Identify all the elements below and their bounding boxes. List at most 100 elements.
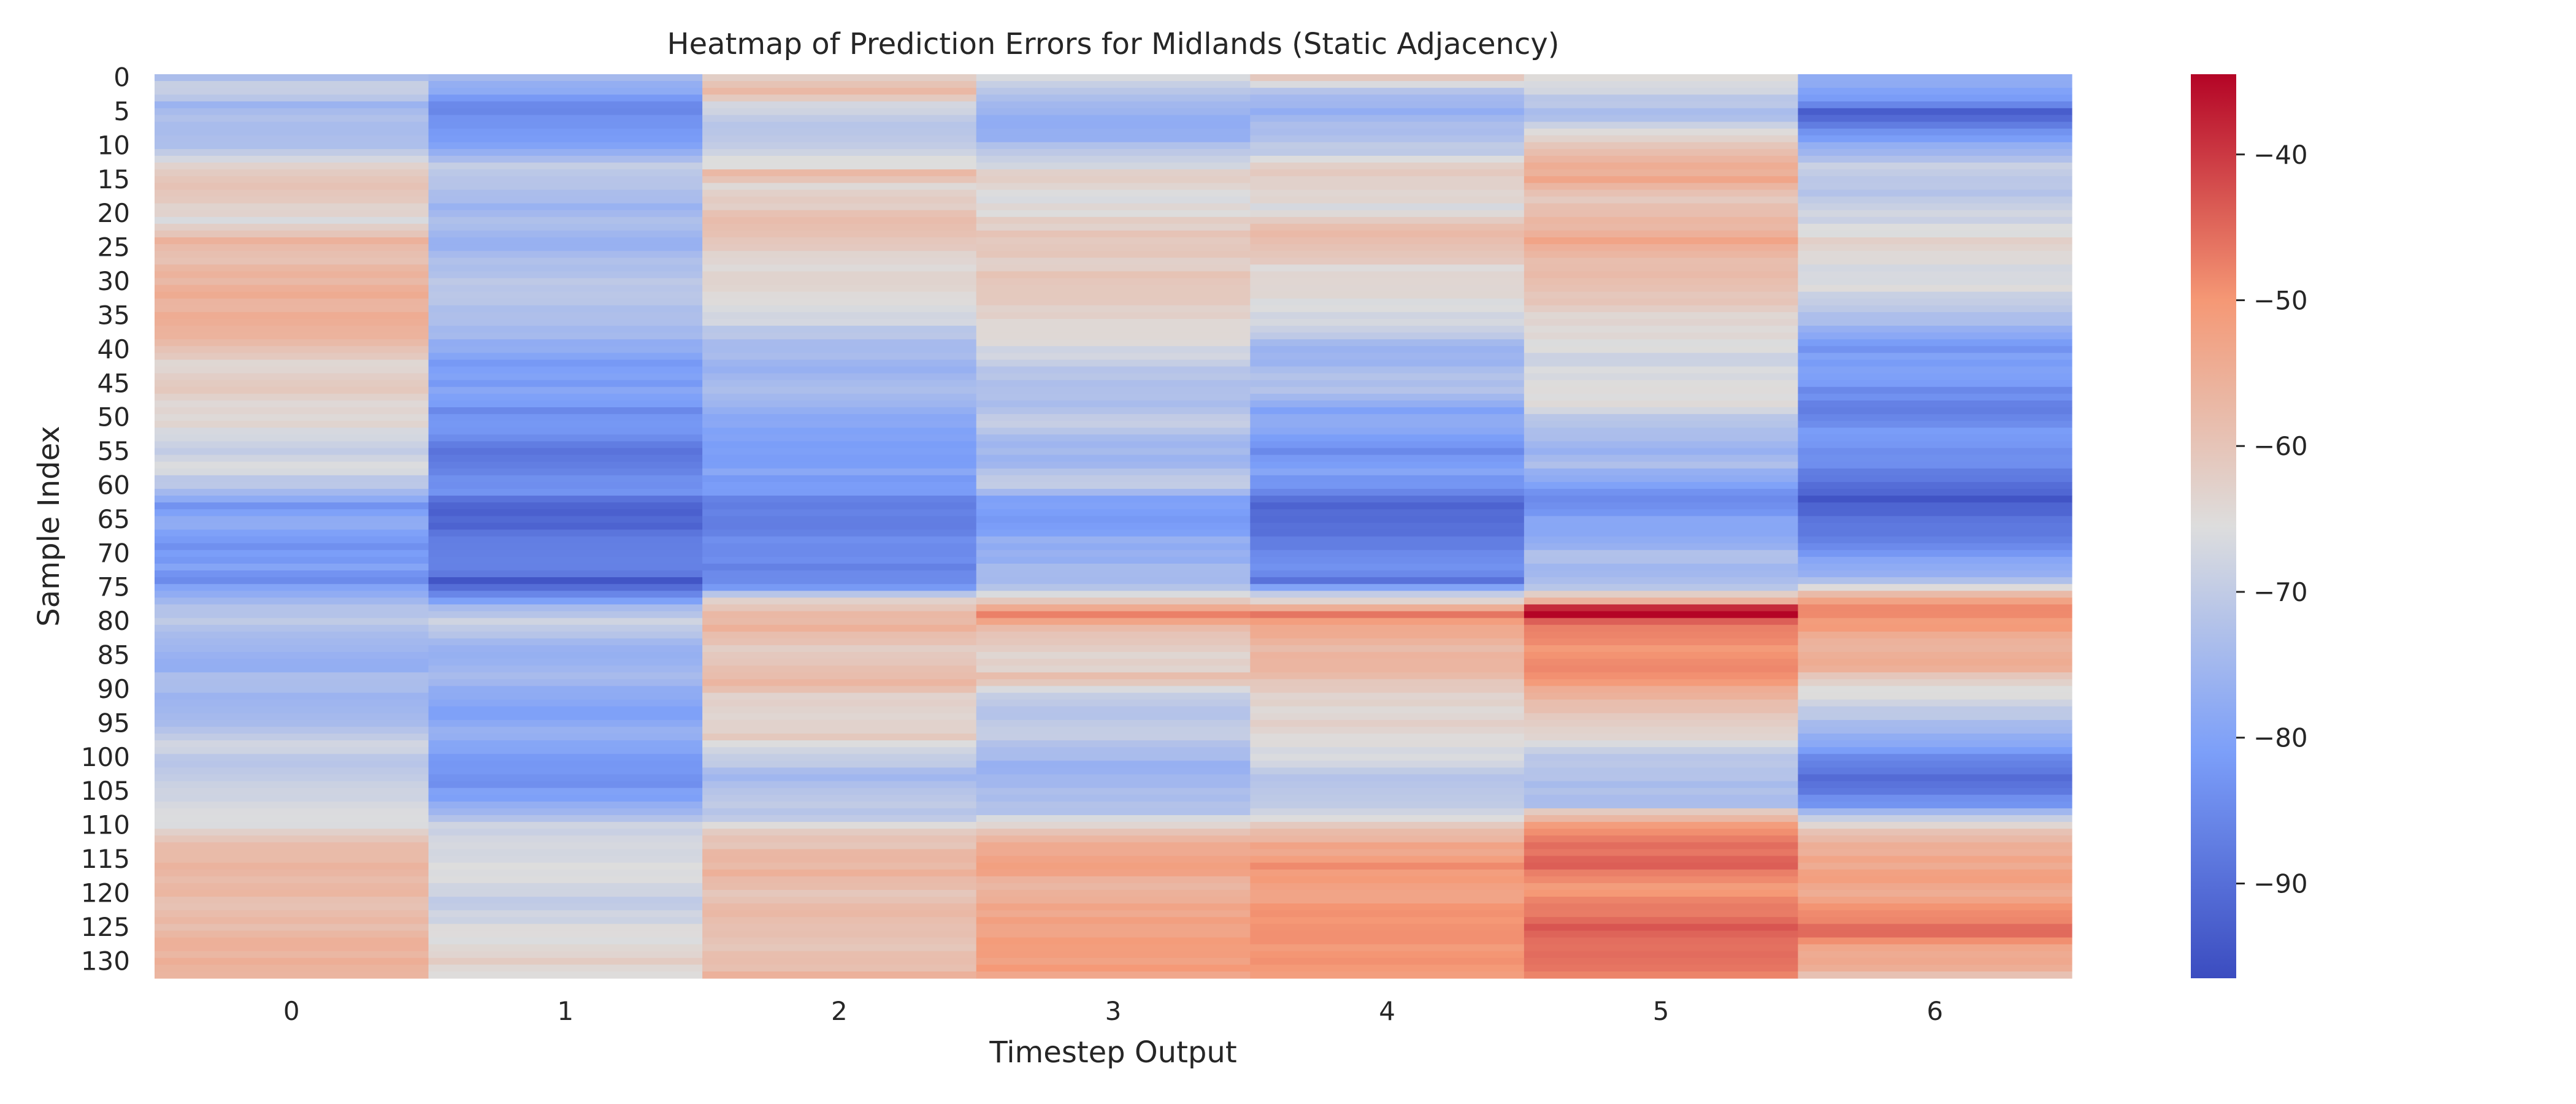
heatmap-cell <box>1798 258 2072 265</box>
y-tick-label: 55 <box>98 436 130 466</box>
heatmap-cell <box>1798 326 2072 333</box>
heatmap-cell <box>1250 169 1525 177</box>
heatmap-cell <box>155 523 429 531</box>
heatmap-cell <box>155 496 429 503</box>
heatmap-cell <box>702 869 977 877</box>
heatmap-cell <box>155 699 429 707</box>
heatmap-cell <box>1798 359 2072 367</box>
heatmap-cell <box>1250 88 1525 95</box>
heatmap-cell <box>1524 400 1799 408</box>
heatmap-cell <box>1524 386 1799 394</box>
heatmap-cell <box>1798 346 2072 353</box>
colorbar-tick-label: −40 <box>2253 140 2308 170</box>
heatmap-cell <box>702 604 977 612</box>
heatmap-cell <box>976 577 1251 585</box>
heatmap-cell <box>155 774 429 782</box>
heatmap-cell <box>155 829 429 836</box>
heatmap-cell <box>1798 659 2072 666</box>
heatmap-cell <box>1524 264 1799 272</box>
heatmap-cell <box>976 897 1251 904</box>
heatmap-cell <box>1524 624 1799 632</box>
heatmap-cell <box>702 237 977 245</box>
heatmap-cell <box>1250 774 1525 782</box>
heatmap-cell <box>1798 203 2072 211</box>
heatmap-cell <box>1798 509 2072 516</box>
heatmap-cell <box>976 461 1251 469</box>
heatmap-cell <box>976 237 1251 245</box>
heatmap-cell <box>1524 869 1799 877</box>
heatmap-cell <box>1524 305 1799 313</box>
heatmap-cell <box>1798 570 2072 578</box>
heatmap-cell <box>702 692 977 700</box>
heatmap-cell <box>1798 618 2072 626</box>
heatmap-cell <box>702 536 977 544</box>
heatmap-cell <box>428 441 703 449</box>
heatmap-cell <box>1524 461 1799 469</box>
heatmap-cell <box>976 318 1251 326</box>
heatmap-cell <box>1798 421 2072 428</box>
heatmap-cell <box>976 638 1251 646</box>
heatmap-cell <box>1798 556 2072 564</box>
heatmap-cell <box>976 203 1251 211</box>
heatmap-cell <box>155 475 429 483</box>
heatmap-cell <box>1250 550 1525 558</box>
heatmap-cell <box>1250 373 1525 381</box>
heatmap-cell <box>1524 258 1799 265</box>
x-axis-label: Timestep Output <box>989 1035 1236 1070</box>
heatmap-cell <box>702 964 977 972</box>
heatmap-cell <box>1250 618 1525 626</box>
y-tick-label: 35 <box>98 300 130 330</box>
heatmap-cell <box>1250 502 1525 510</box>
heatmap-cell <box>155 638 429 646</box>
heatmap-cell <box>428 686 703 694</box>
heatmap-cell <box>1798 842 2072 850</box>
heatmap-cell <box>155 251 429 258</box>
heatmap-cell <box>428 163 703 170</box>
heatmap-cell <box>976 543 1251 551</box>
heatmap-cell <box>976 155 1251 163</box>
heatmap-cell <box>155 761 429 769</box>
heatmap-cell <box>1798 937 2072 945</box>
heatmap-cell <box>155 869 429 877</box>
heatmap-cell <box>976 489 1251 496</box>
colorbar-tick-labels: −40 −50 −60 −70 −80 −90 <box>2236 140 2308 899</box>
heatmap-cell <box>1524 829 1799 836</box>
heatmap-cell <box>428 638 703 646</box>
heatmap-cell <box>428 869 703 877</box>
y-tick-label: 30 <box>98 266 130 296</box>
heatmap-cell <box>1524 346 1799 353</box>
heatmap-cell <box>702 318 977 326</box>
y-axis-label: Sample Index <box>32 426 66 626</box>
heatmap-cell <box>155 740 429 748</box>
heatmap-cell <box>155 971 429 979</box>
heatmap-cell <box>702 563 977 571</box>
heatmap-cell <box>1798 210 2072 218</box>
heatmap-cell <box>976 835 1251 843</box>
heatmap-cell <box>428 829 703 836</box>
heatmap-cell <box>702 713 977 721</box>
heatmap-cell <box>702 889 977 897</box>
heatmap-cell <box>976 148 1251 156</box>
heatmap-cell <box>976 624 1251 632</box>
heatmap-cell <box>702 815 977 822</box>
heatmap-cell <box>155 101 429 109</box>
heatmap-cell <box>428 339 703 347</box>
heatmap-cell <box>702 407 977 415</box>
heatmap-cell <box>976 761 1251 769</box>
heatmap-cell <box>1798 516 2072 524</box>
heatmap-cell <box>155 516 429 524</box>
heatmap-cell <box>1524 441 1799 449</box>
heatmap-cell <box>976 291 1251 299</box>
heatmap-cell <box>1524 81 1799 88</box>
heatmap-cell <box>976 645 1251 653</box>
heatmap-cell <box>1250 563 1525 571</box>
heatmap-cell <box>976 244 1251 251</box>
heatmap-cell <box>155 135 429 143</box>
heatmap-cell <box>976 509 1251 516</box>
heatmap-cell <box>702 81 977 88</box>
heatmap-cell <box>1250 944 1525 952</box>
heatmap-cell <box>702 244 977 251</box>
heatmap-cell <box>702 414 977 421</box>
heatmap-cell <box>976 223 1251 231</box>
heatmap-cell <box>976 591 1251 598</box>
